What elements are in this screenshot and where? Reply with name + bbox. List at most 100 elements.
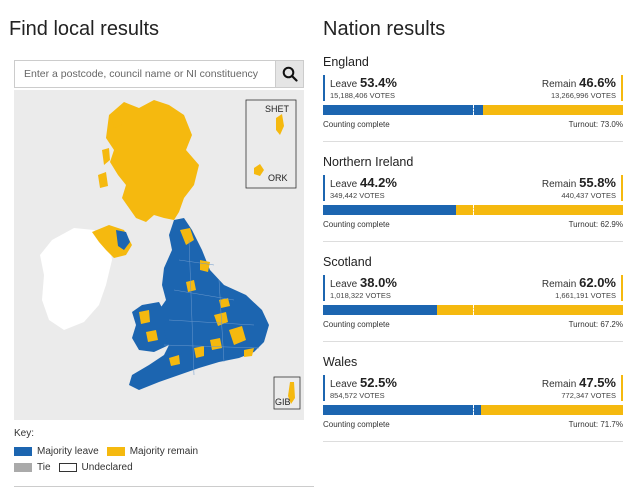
region-divider (323, 341, 623, 342)
region-name: England (323, 55, 369, 69)
key-swatch-remain (106, 446, 125, 456)
region-northern-ireland[interactable]: Northern Ireland Leave 44.2% 349,442 VOT… (323, 155, 623, 255)
leave-label: Leave (330, 379, 358, 390)
remain-percent: 62.0% (579, 275, 616, 290)
search-icon (282, 66, 298, 82)
map-boundaries (163, 239, 260, 376)
remain-percent: 46.6% (579, 75, 616, 90)
uk-results-map[interactable]: SHET ORK GIB (14, 90, 304, 420)
remain-votes: 1,661,191 VOTES (555, 291, 616, 300)
key-swatch-undeclared (58, 462, 77, 472)
key-item-undeclared: Undeclared (58, 461, 133, 473)
map-orkney[interactable] (254, 164, 264, 176)
inset-label-gibraltar: GIB (275, 397, 291, 407)
leave-result: Leave 38.0% 1,018,322 VOTES (323, 275, 397, 301)
search-button[interactable] (275, 61, 303, 87)
turnout: Turnout: 67.2% (568, 320, 623, 329)
leave-percent: 44.2% (360, 175, 397, 190)
key-row-2: Tie Undeclared (14, 459, 314, 475)
region-name: Scotland (323, 255, 372, 269)
result-bar-midpoint (473, 305, 474, 315)
remain-label: Remain (541, 279, 577, 290)
region-scotland[interactable]: Scotland Leave 38.0% 1,018,322 VOTES Rem… (323, 255, 623, 355)
turnout: Turnout: 73.0% (568, 120, 623, 129)
key-swatch-tie (14, 462, 32, 472)
key-label-remain: Majority remain (129, 445, 199, 457)
inset-label-orkney: ORK (268, 173, 288, 183)
region-wales[interactable]: Wales Leave 52.5% 854,572 VOTES Remain 4… (323, 355, 623, 455)
search-input[interactable] (15, 61, 277, 87)
key-label-leave: Majority leave (37, 445, 99, 457)
local-results-title: Find local results (9, 18, 160, 40)
result-bar-leave (323, 205, 456, 215)
result-bar (323, 205, 623, 215)
remain-label: Remain (541, 379, 577, 390)
key-item-remain: Majority remain (106, 445, 199, 457)
search-box (14, 60, 304, 88)
remain-percent: 47.5% (579, 375, 616, 390)
key-item-leave: Majority leave (14, 446, 99, 457)
map-gibraltar[interactable] (288, 382, 295, 404)
remain-percent: 55.8% (579, 175, 616, 190)
remain-votes: 440,437 VOTES (561, 191, 616, 200)
key-item-tie: Tie (14, 462, 51, 473)
inset-label-shetland: SHET (265, 104, 290, 114)
result-bar-leave (323, 105, 484, 115)
region-name: Wales (323, 355, 358, 369)
leave-result: Leave 53.4% 15,188,406 VOTES (323, 75, 397, 101)
remain-label: Remain (541, 179, 577, 190)
result-bar-midpoint (473, 105, 474, 115)
region-england[interactable]: England Leave 53.4% 15,188,406 VOTES Rem… (323, 55, 623, 155)
result-bar (323, 405, 623, 415)
leave-votes: 1,018,322 VOTES (330, 291, 391, 300)
result-bar-midpoint (473, 205, 474, 215)
remain-votes: 13,266,996 VOTES (550, 91, 616, 100)
remain-result: Remain 62.0% 1,661,191 VOTES (542, 275, 623, 301)
turnout: Turnout: 62.9% (568, 220, 623, 229)
key-divider (14, 486, 314, 487)
region-divider (323, 441, 623, 442)
result-bar (323, 305, 623, 315)
result-bar (323, 105, 623, 115)
key-label-undeclared: Undeclared (81, 461, 133, 473)
leave-percent: 52.5% (360, 375, 397, 390)
result-bar-leave (323, 405, 481, 415)
leave-result: Leave 52.5% 854,572 VOTES (323, 375, 397, 401)
map-inset-shetland-orkney (245, 99, 297, 189)
result-bar-leave (323, 305, 437, 315)
result-bar-midpoint (473, 405, 474, 415)
turnout: Turnout: 71.7% (568, 420, 623, 429)
map-ireland (40, 228, 112, 330)
leave-result: Leave 44.2% 349,442 VOTES (323, 175, 397, 201)
map-northern-ireland-leave[interactable] (116, 230, 130, 250)
counting-status: Counting complete (323, 420, 390, 429)
map-scotland-islands[interactable] (98, 112, 122, 188)
region-divider (323, 141, 623, 142)
leave-percent: 38.0% (360, 275, 397, 290)
key-label-tie: Tie (37, 461, 51, 473)
region-name: Northern Ireland (323, 155, 414, 169)
remain-result: Remain 55.8% 440,437 VOTES (542, 175, 623, 201)
leave-label: Leave (330, 79, 358, 90)
leave-votes: 15,188,406 VOTES (330, 91, 396, 100)
leave-label: Leave (330, 179, 358, 190)
counting-status: Counting complete (323, 220, 390, 229)
map-inset-gibraltar (273, 376, 301, 410)
counting-status: Counting complete (323, 120, 390, 129)
remain-result: Remain 47.5% 772,347 VOTES (542, 375, 623, 401)
map-key: Key: Majority leave Majority remain Tie … (14, 428, 314, 475)
key-row-1: Majority leave Majority remain (14, 443, 314, 459)
key-swatch-leave (14, 446, 32, 456)
leave-votes: 349,442 VOTES (330, 191, 385, 200)
nation-results-title: Nation results (323, 18, 446, 40)
remain-result: Remain 46.6% 13,266,996 VOTES (542, 75, 623, 101)
counting-status: Counting complete (323, 320, 390, 329)
leave-label: Leave (330, 279, 358, 290)
map-scotland[interactable] (106, 100, 199, 222)
key-title: Key: (14, 428, 35, 439)
map-shetland[interactable] (276, 114, 284, 135)
leave-percent: 53.4% (360, 75, 397, 90)
remain-label: Remain (541, 79, 577, 90)
region-divider (323, 241, 623, 242)
leave-votes: 854,572 VOTES (330, 391, 385, 400)
